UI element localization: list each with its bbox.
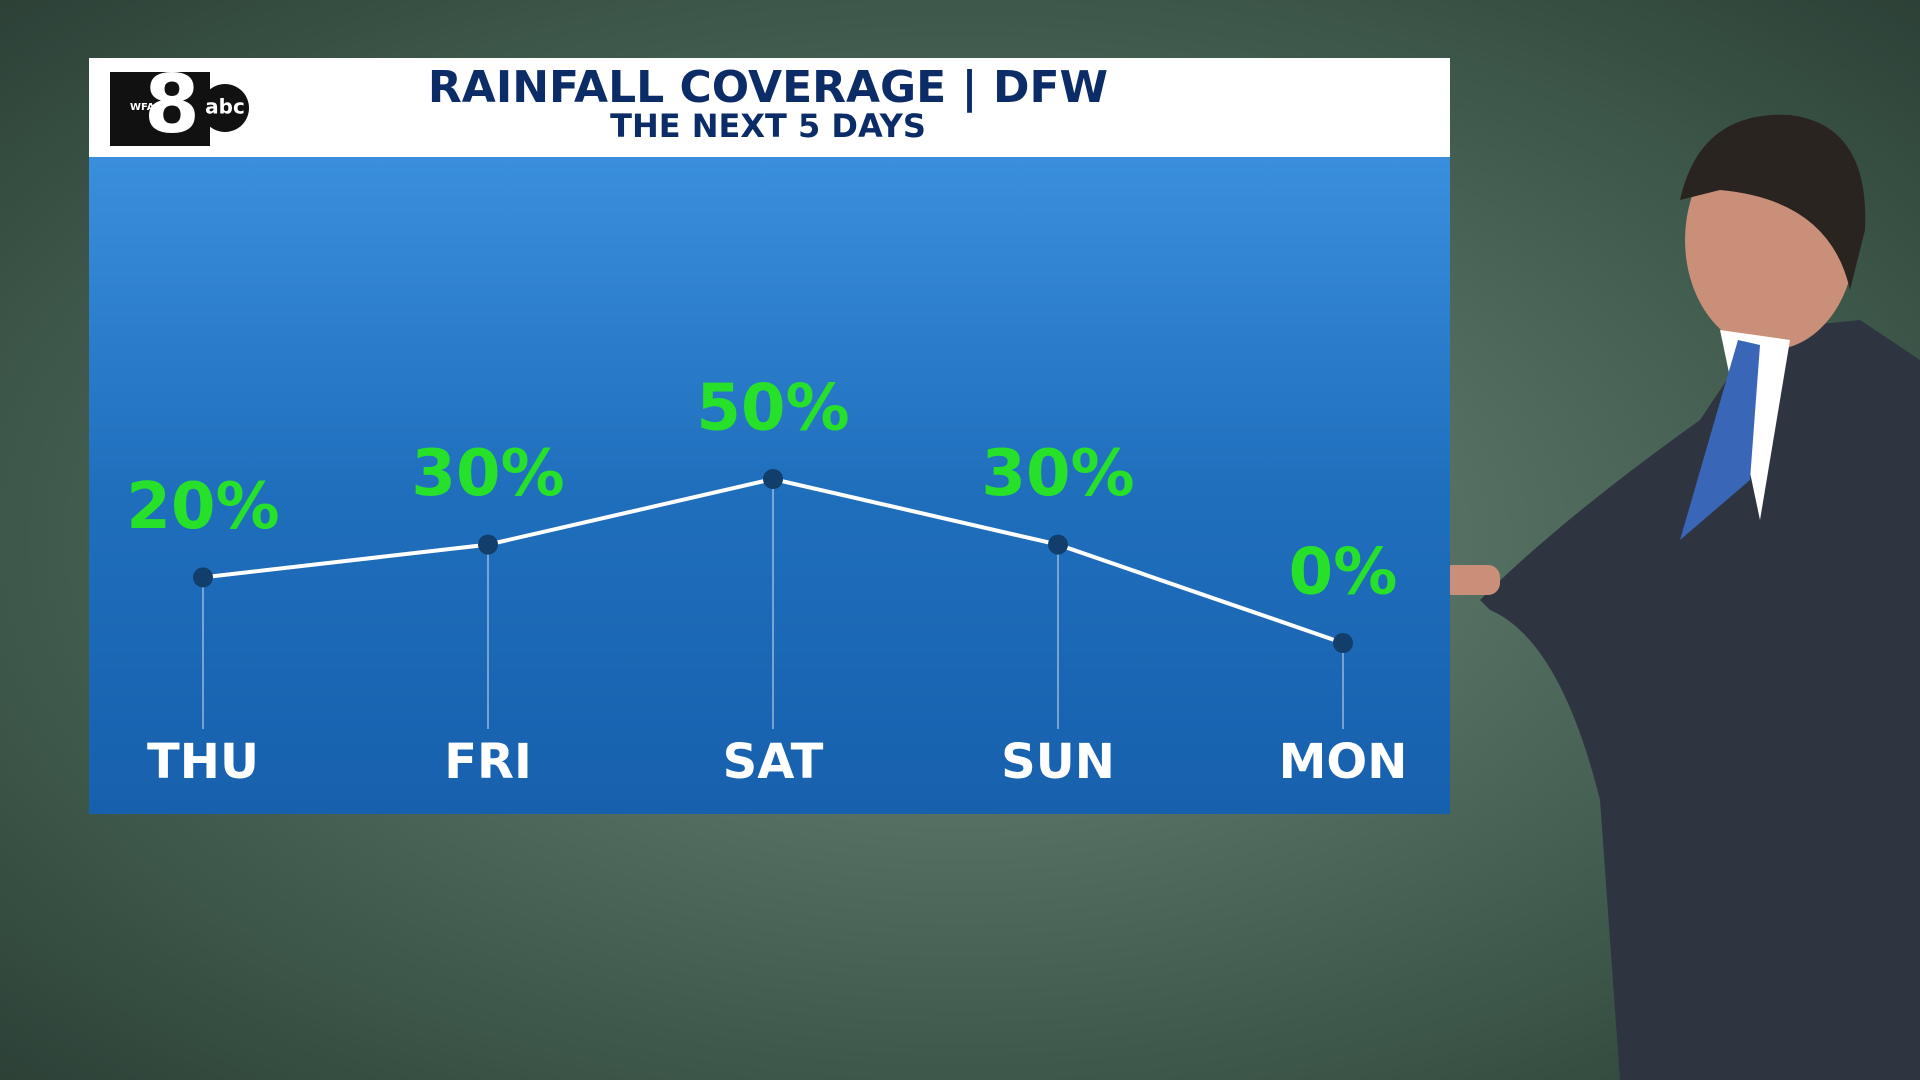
- point: [193, 567, 213, 588]
- logo-network: abc: [205, 95, 245, 119]
- logo-box: [110, 72, 210, 146]
- chart-title: RAINFALL COVERAGE | DFW: [428, 62, 1108, 113]
- point: [763, 469, 783, 489]
- point: [1048, 534, 1068, 555]
- value-label: 20%: [126, 470, 279, 544]
- x-tick-label: SUN: [1001, 734, 1115, 790]
- logo-station: WFAA: [130, 102, 162, 113]
- x-tick-label: MON: [1279, 734, 1408, 790]
- logo-channel: 8: [144, 58, 200, 151]
- chart-subtitle: THE NEXT 5 DAYS: [610, 107, 926, 145]
- x-tick-label: SAT: [723, 734, 824, 790]
- value-label: 30%: [981, 437, 1134, 511]
- x-tick-label: FRI: [444, 734, 532, 790]
- value-label: 30%: [411, 437, 564, 511]
- value-label: 0%: [1289, 536, 1398, 610]
- presenter: [1440, 114, 1920, 1080]
- logo-circle: [201, 84, 249, 132]
- header-bar: [89, 58, 1450, 158]
- point: [1333, 633, 1353, 653]
- logo: WFAA 8 abc: [110, 58, 249, 151]
- point: [478, 534, 498, 555]
- x-tick-label: THU: [147, 734, 259, 790]
- value-label: 50%: [696, 372, 849, 446]
